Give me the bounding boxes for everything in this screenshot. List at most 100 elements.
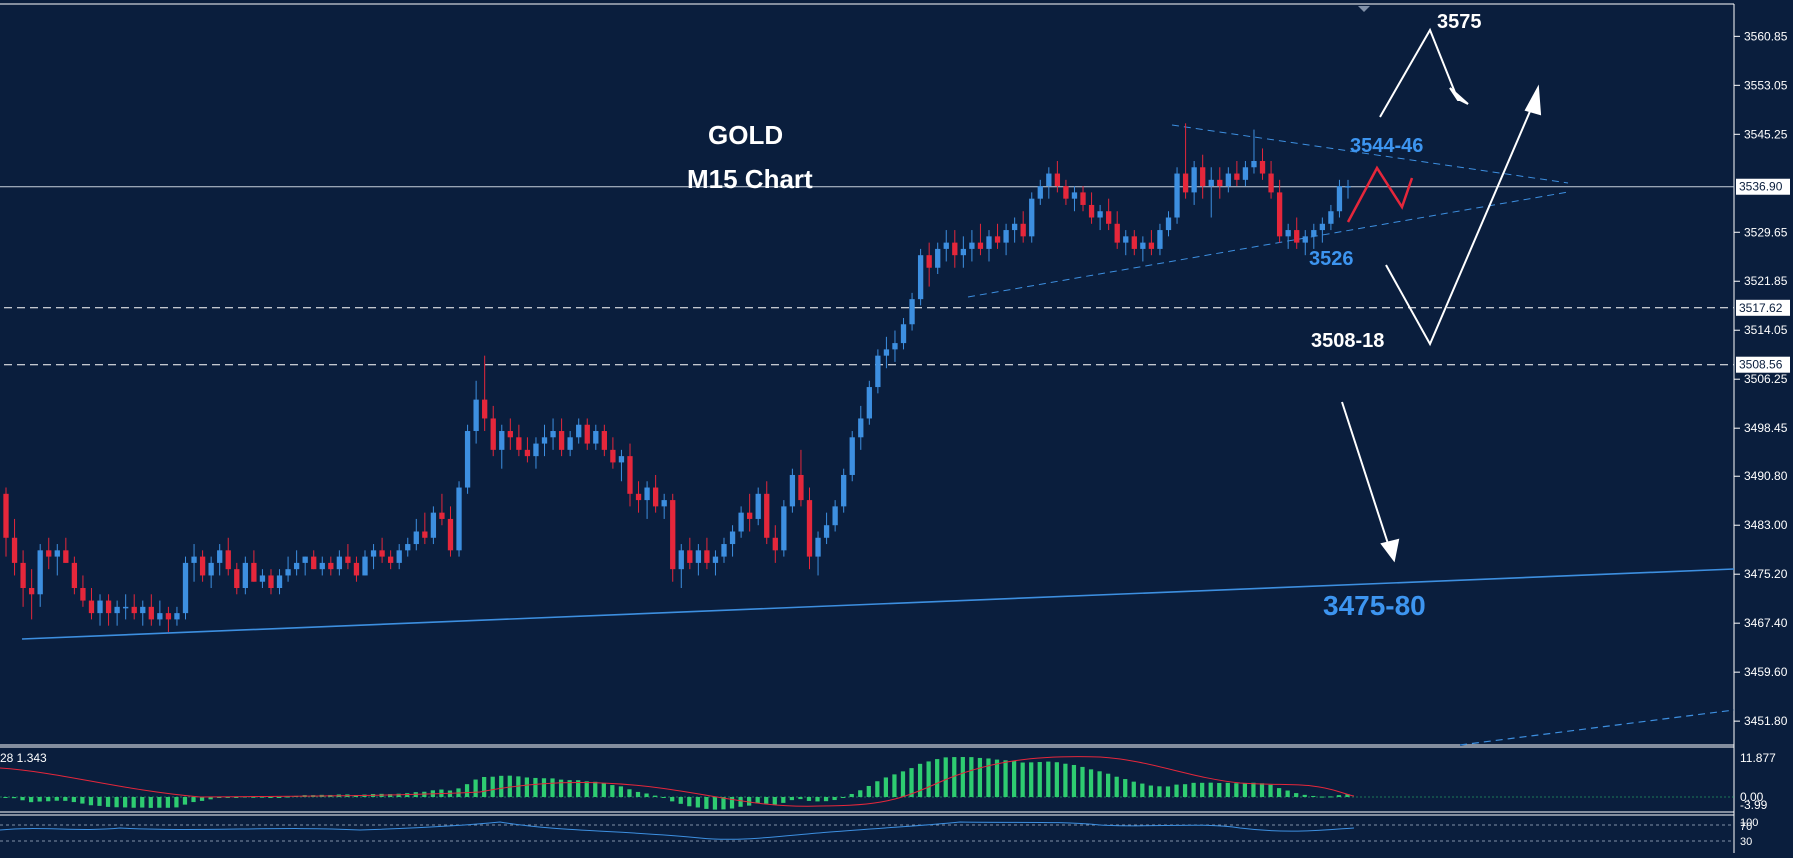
candle-body bbox=[387, 556, 394, 563]
macd-bar bbox=[670, 797, 675, 802]
macd-bar bbox=[806, 797, 812, 801]
candle bbox=[387, 550, 394, 570]
candle-body bbox=[1080, 192, 1086, 205]
candle-body bbox=[28, 588, 35, 595]
macd-bar bbox=[798, 797, 803, 800]
candle bbox=[1114, 211, 1120, 249]
candle bbox=[841, 468, 847, 513]
macd-bar bbox=[841, 797, 846, 798]
candle bbox=[285, 556, 291, 582]
macd-bar bbox=[721, 797, 726, 810]
candle-body bbox=[430, 512, 437, 538]
candle bbox=[1106, 198, 1112, 231]
candle-body bbox=[576, 424, 582, 438]
macd-bar bbox=[712, 797, 718, 810]
macd-bar bbox=[105, 797, 111, 807]
macd-bar bbox=[1302, 794, 1307, 797]
candle-body bbox=[1268, 173, 1274, 193]
candle bbox=[405, 537, 411, 557]
macd-bar bbox=[63, 797, 68, 801]
macd-bar bbox=[618, 786, 624, 797]
macd-bar bbox=[1140, 783, 1145, 797]
candle-body bbox=[464, 431, 471, 488]
candle bbox=[1088, 192, 1095, 224]
macd-bar bbox=[917, 763, 923, 797]
macd-bar bbox=[635, 791, 641, 797]
candle bbox=[473, 380, 479, 444]
macd-bar bbox=[524, 777, 530, 797]
candle bbox=[712, 550, 719, 576]
macd-bar bbox=[482, 776, 487, 797]
level-price-tag: 3508.56 bbox=[1739, 358, 1783, 372]
candle bbox=[900, 317, 907, 350]
candle-body bbox=[1182, 173, 1189, 193]
candle bbox=[1259, 148, 1266, 180]
macd-bar bbox=[387, 794, 393, 797]
macd-bar bbox=[1191, 782, 1196, 797]
candle bbox=[687, 537, 693, 570]
candle bbox=[1054, 160, 1061, 193]
candle bbox=[1311, 223, 1317, 249]
arrow-dip-then-up bbox=[1385, 94, 1538, 347]
candle-body bbox=[986, 236, 992, 249]
candle bbox=[909, 292, 915, 331]
candle-body bbox=[584, 424, 590, 444]
candle-body bbox=[11, 537, 18, 563]
candle-body bbox=[157, 613, 163, 620]
macd-bar bbox=[97, 797, 102, 806]
candle-body bbox=[1345, 186, 1351, 188]
candle bbox=[1080, 186, 1086, 212]
candle-body bbox=[54, 550, 60, 557]
price-tick-label: 3521.85 bbox=[1744, 274, 1788, 288]
channel-lower-dashed-line bbox=[1459, 709, 1735, 746]
candle-body bbox=[251, 562, 257, 582]
candle bbox=[627, 443, 633, 507]
candle bbox=[413, 518, 419, 551]
candle-body bbox=[88, 600, 95, 614]
candle bbox=[584, 418, 590, 450]
candle-body bbox=[1148, 242, 1155, 249]
candle bbox=[704, 537, 710, 570]
macd-bar bbox=[909, 768, 914, 797]
candle bbox=[370, 544, 377, 570]
macd-bar bbox=[627, 789, 632, 797]
macd-bar bbox=[866, 785, 871, 797]
price-tick-label: 3560.85 bbox=[1744, 29, 1788, 43]
candle bbox=[721, 537, 727, 563]
macd-bar bbox=[464, 784, 470, 797]
candle-body bbox=[1071, 192, 1078, 199]
candle bbox=[456, 481, 462, 557]
macd-histogram bbox=[0, 757, 1734, 810]
candle-body bbox=[490, 418, 496, 450]
macd-bar bbox=[695, 797, 700, 808]
macd-bar bbox=[772, 797, 777, 805]
candle bbox=[157, 600, 163, 626]
candle-body bbox=[217, 550, 223, 563]
candle bbox=[251, 550, 257, 582]
candle bbox=[533, 437, 539, 469]
candle bbox=[225, 537, 231, 576]
candle-body bbox=[610, 449, 616, 463]
macd-bar bbox=[1123, 779, 1128, 797]
candle-body bbox=[670, 500, 676, 570]
macd-bar bbox=[114, 797, 119, 808]
macd-bar bbox=[54, 797, 59, 801]
candle bbox=[960, 236, 967, 268]
price-axis: 3560.85 3553.05 3545.25 3529.65 3521.85 3514.… bbox=[1734, 29, 1788, 728]
macd-bar bbox=[1259, 783, 1265, 797]
macd-signal-line bbox=[0, 756, 1355, 807]
macd-bar bbox=[362, 794, 367, 797]
candle-body bbox=[952, 242, 958, 256]
macd-bar bbox=[1276, 788, 1282, 797]
candle-body bbox=[208, 562, 214, 576]
triangle-lower-line bbox=[967, 191, 1569, 298]
candle-body bbox=[678, 550, 684, 570]
candle bbox=[849, 431, 855, 482]
annotation-support: 3526 bbox=[1309, 248, 1354, 270]
candle bbox=[781, 500, 787, 557]
candle bbox=[892, 330, 898, 362]
candle bbox=[644, 481, 650, 519]
candle bbox=[1131, 230, 1137, 256]
macd-bar bbox=[815, 797, 820, 802]
candle-body bbox=[627, 456, 633, 494]
